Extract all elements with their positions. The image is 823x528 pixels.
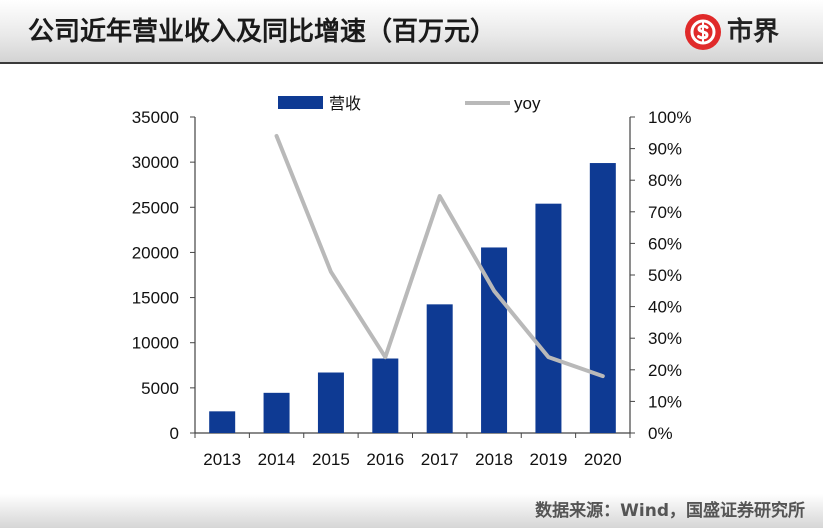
y-right-tick-label: 10%	[648, 392, 682, 411]
header-divider	[0, 62, 823, 64]
bar-2020	[589, 163, 616, 433]
dollar-s-icon	[685, 14, 721, 50]
bar-2016	[372, 358, 399, 433]
y-left-tick-label: 20000	[132, 243, 179, 262]
x-tick-label: 2014	[258, 450, 296, 469]
legend-label-revenue: 营收	[329, 95, 361, 113]
legend-label-yoy: yoy	[514, 94, 541, 113]
y-right-tick-label: 20%	[648, 361, 682, 380]
revenue-yoy-chart: 0 5000 10000 15000 20000 25000 30000 35000 0% 10%…	[132, 94, 692, 469]
x-tick-label: 2018	[475, 450, 513, 469]
y-right-tick-label: 40%	[648, 298, 682, 317]
footer-bar: 数据来源：Wind，国盛证券研究所	[0, 494, 823, 528]
y-right-tick-label: 0%	[648, 424, 673, 443]
y-right-tick-label: 50%	[648, 266, 682, 285]
x-tick-label: 2015	[312, 450, 350, 469]
x-tick-label: 2016	[366, 450, 404, 469]
y-left-tick-label: 5000	[141, 379, 179, 398]
bar-2014	[263, 392, 290, 433]
y-right-tick-label: 60%	[648, 234, 682, 253]
brand-logo: 市界	[685, 12, 795, 52]
y-left-tick-label: 15000	[132, 289, 179, 308]
y-right-tick-label: 30%	[648, 329, 682, 348]
y-left-tick-label: 35000	[132, 108, 179, 127]
y-left-tick-label: 10000	[132, 334, 179, 353]
y-right-tick-label: 100%	[648, 108, 691, 127]
y-left-tick-label: 30000	[132, 153, 179, 172]
yoy-line	[274, 133, 605, 379]
bar-2015	[317, 372, 344, 433]
y-left-tick-label: 25000	[132, 198, 179, 217]
y-right-tick-label: 90%	[648, 140, 682, 159]
page-title: 公司近年营业收入及同比增速（百万元）	[28, 17, 497, 47]
x-tick-label: 2019	[530, 450, 568, 469]
legend-swatch-revenue	[278, 96, 323, 109]
x-tick-label: 2013	[203, 450, 241, 469]
bar-2013	[209, 411, 236, 433]
bar-2019	[535, 203, 562, 433]
bar-2017	[426, 304, 453, 433]
chart-area: 0 5000 10000 15000 20000 25000 30000 35000 0% 10%…	[0, 70, 823, 490]
x-tick-label: 2017	[421, 450, 459, 469]
header-bar: 公司近年营业收入及同比增速（百万元） 市界	[0, 0, 823, 64]
y-left-tick-label: 0	[170, 424, 179, 443]
x-tick-label: 2020	[584, 450, 622, 469]
y-right-tick-label: 80%	[648, 171, 682, 190]
logo-text: 市界	[727, 17, 780, 47]
y-right-tick-label: 70%	[648, 203, 682, 222]
source-note: 数据来源：Wind，国盛证券研究所	[535, 501, 805, 521]
